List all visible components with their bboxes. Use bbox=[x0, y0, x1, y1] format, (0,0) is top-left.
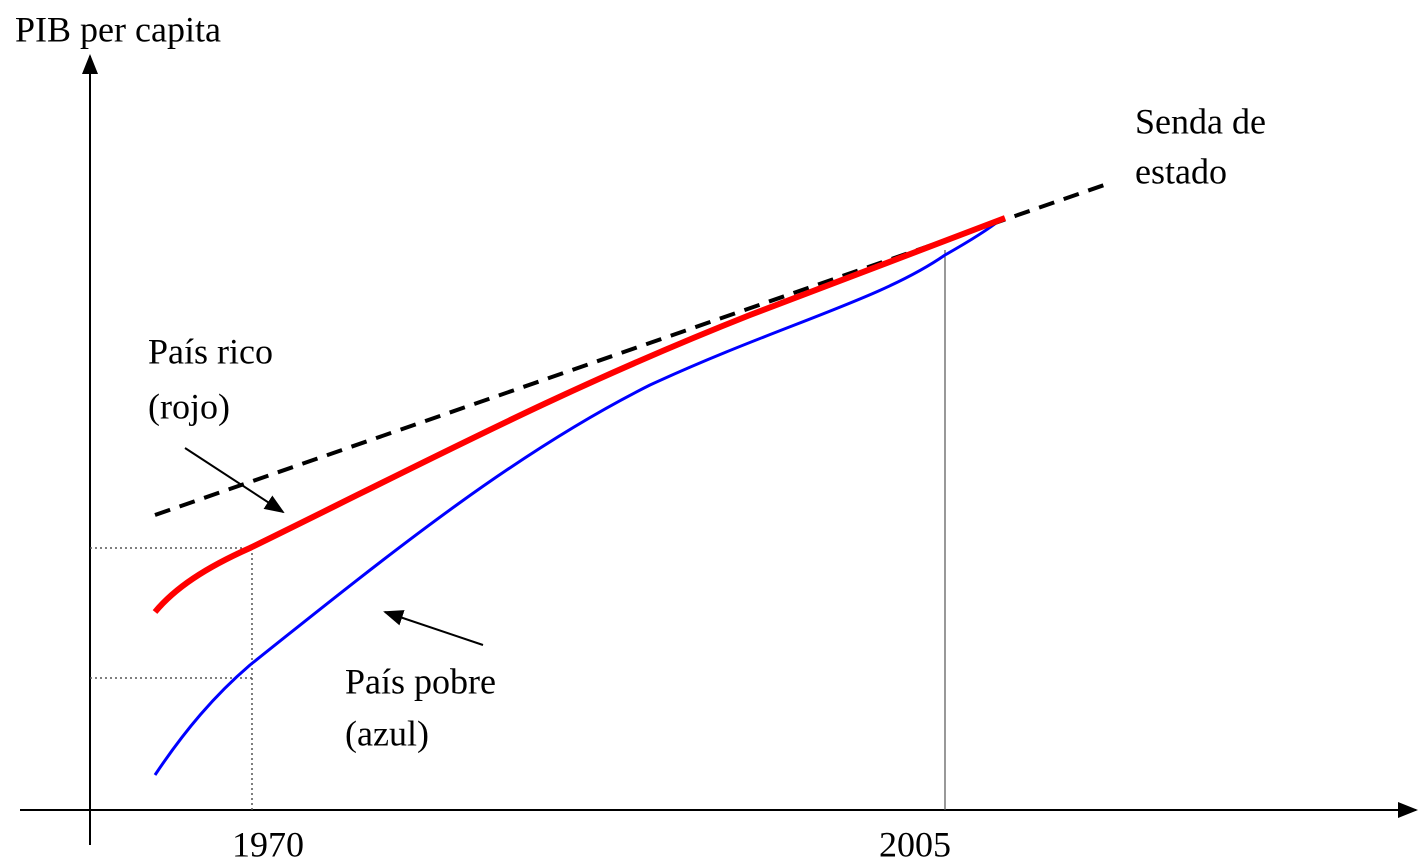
rich-label: País rico bbox=[148, 331, 273, 371]
annotation-arrow bbox=[383, 610, 484, 646]
steady-state-label: Senda de bbox=[1135, 101, 1266, 141]
rich-country-curve bbox=[152, 215, 1007, 614]
poor-country-curve bbox=[153, 218, 1001, 776]
x-tick-label: 2005 bbox=[879, 824, 951, 864]
rich-label: (rojo) bbox=[148, 386, 230, 426]
steady-state-label: estado bbox=[1135, 151, 1227, 191]
poor-label: (azul) bbox=[345, 713, 429, 753]
poor-label: País pobre bbox=[345, 661, 496, 701]
y-axis-label: PIB per capita bbox=[15, 9, 221, 49]
x-tick-label: 1970 bbox=[232, 824, 304, 864]
annotation-arrow bbox=[184, 447, 285, 514]
